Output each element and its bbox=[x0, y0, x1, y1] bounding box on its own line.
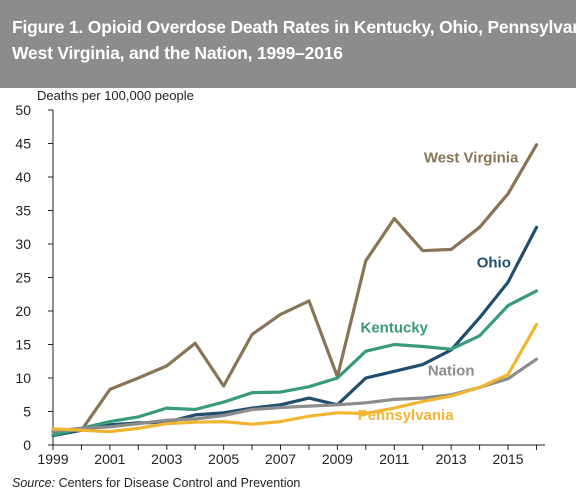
x-tick-label: 2013 bbox=[436, 451, 467, 467]
x-tick-label: 1999 bbox=[37, 451, 68, 467]
y-tick-label: 15 bbox=[15, 337, 31, 353]
y-axis-label: Deaths per 100,000 people bbox=[37, 88, 194, 103]
y-tick-label: 30 bbox=[15, 236, 31, 252]
x-tick-label: 2001 bbox=[94, 451, 125, 467]
series-label-west-virginia: West Virginia bbox=[424, 149, 519, 166]
x-tick-label: 2011 bbox=[379, 451, 409, 467]
y-tick-label: 40 bbox=[15, 169, 31, 185]
x-tick-label: 2009 bbox=[322, 451, 353, 467]
x-tick-label: 2003 bbox=[151, 451, 182, 467]
series-line-pennsylvania bbox=[51, 322, 539, 434]
series-label-ohio: Ohio bbox=[477, 254, 511, 271]
x-tick-label: 2005 bbox=[208, 451, 239, 467]
y-tick-label: 50 bbox=[15, 102, 31, 118]
source-text: Centers for Disease Control and Preventi… bbox=[58, 476, 301, 490]
y-tick-label: 20 bbox=[15, 303, 31, 319]
series-label-nation: Nation bbox=[428, 362, 475, 379]
y-tick-label: 10 bbox=[15, 370, 31, 386]
y-tick-label: 45 bbox=[15, 136, 31, 152]
series-line-kentucky bbox=[51, 289, 539, 437]
figure-title-line-1: Figure 1. Opioid Overdose Death Rates in… bbox=[12, 17, 576, 37]
series-line-ohio bbox=[51, 225, 539, 438]
series-line-west-virginia bbox=[51, 143, 539, 434]
series-label-pennsylvania: Pennsylvania bbox=[358, 407, 455, 424]
figure-title-line-2: West Virginia, and the Nation, 1999–2016 bbox=[12, 43, 343, 63]
source-note: Source: Centers for Disease Control and … bbox=[12, 476, 300, 490]
figure-title-bar: Figure 1. Opioid Overdose Death Rates in… bbox=[0, 0, 576, 88]
y-tick-label: 25 bbox=[15, 270, 31, 286]
x-tick-label: 2007 bbox=[265, 451, 296, 467]
x-tick-label: 2015 bbox=[492, 451, 523, 467]
y-tick-label: 0 bbox=[23, 437, 31, 453]
series-label-kentucky: Kentucky bbox=[361, 319, 429, 336]
y-tick-label: 5 bbox=[23, 404, 31, 420]
source-label: Source: bbox=[12, 476, 56, 490]
y-tick-label: 35 bbox=[15, 203, 31, 219]
